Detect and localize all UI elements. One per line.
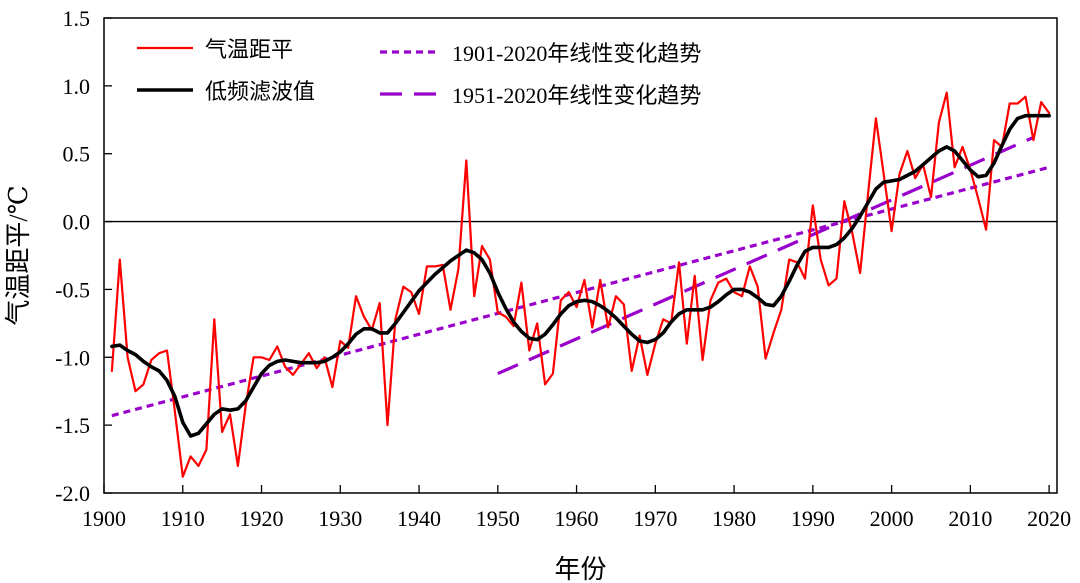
legend: 气温距平 低频滤波值 1901-2020年线性变化趋势 1951-2020年线性… (137, 37, 701, 108)
legend-label-anomaly: 气温距平 (205, 37, 293, 62)
y-tick-label: 1.0 (63, 74, 91, 99)
x-tick-label: 2010 (948, 506, 992, 531)
y-tick-label: -2.0 (55, 481, 90, 506)
y-tick-label: 1.5 (63, 6, 91, 31)
x-tick-label: 1900 (82, 506, 126, 531)
series-layer (110, 91, 1051, 478)
x-tick-label: 1970 (633, 506, 677, 531)
trend-line-1951 (497, 135, 1035, 376)
y-axis: -2.0 -1.5 -1.0 -0.5 0.0 0.5 1.0 1.5 (55, 6, 112, 506)
x-tick-label: 1930 (318, 506, 362, 531)
x-tick-label: 1910 (161, 506, 205, 531)
x-tick-label: 1920 (240, 506, 284, 531)
x-tick-label: 1950 (476, 506, 520, 531)
y-tick-label: 0.0 (63, 210, 91, 235)
legend-label-trend-1901: 1901-2020年线性变化趋势 (452, 41, 701, 66)
x-tick-label: 1990 (791, 506, 835, 531)
y-tick-label: 0.5 (63, 142, 91, 167)
y-tick-label: -0.5 (55, 277, 90, 302)
legend-label-filter: 低频滤波值 (205, 79, 315, 104)
filtered-series-line (110, 113, 1051, 438)
anomaly-series-line (110, 91, 1051, 478)
x-tick-label: 1980 (712, 506, 756, 531)
y-axis-title: 气温距平/℃ (4, 185, 33, 325)
legend-label-trend-1951: 1951-2020年线性变化趋势 (452, 83, 701, 108)
x-tick-label: 1940 (397, 506, 441, 531)
plot-frame (103, 17, 1058, 494)
x-axis: 1900 1910 1920 1930 1940 1950 1960 1970 1980 1990… (82, 485, 1071, 531)
x-tick-label: 1960 (555, 506, 599, 531)
y-tick-label: -1.0 (55, 345, 90, 370)
x-tick-label: 2020 (1027, 506, 1071, 531)
trend-lines-layer (111, 135, 1050, 418)
x-tick-label: 2000 (870, 506, 914, 531)
x-axis-title: 年份 (554, 555, 606, 583)
y-tick-label: -1.5 (55, 413, 90, 438)
